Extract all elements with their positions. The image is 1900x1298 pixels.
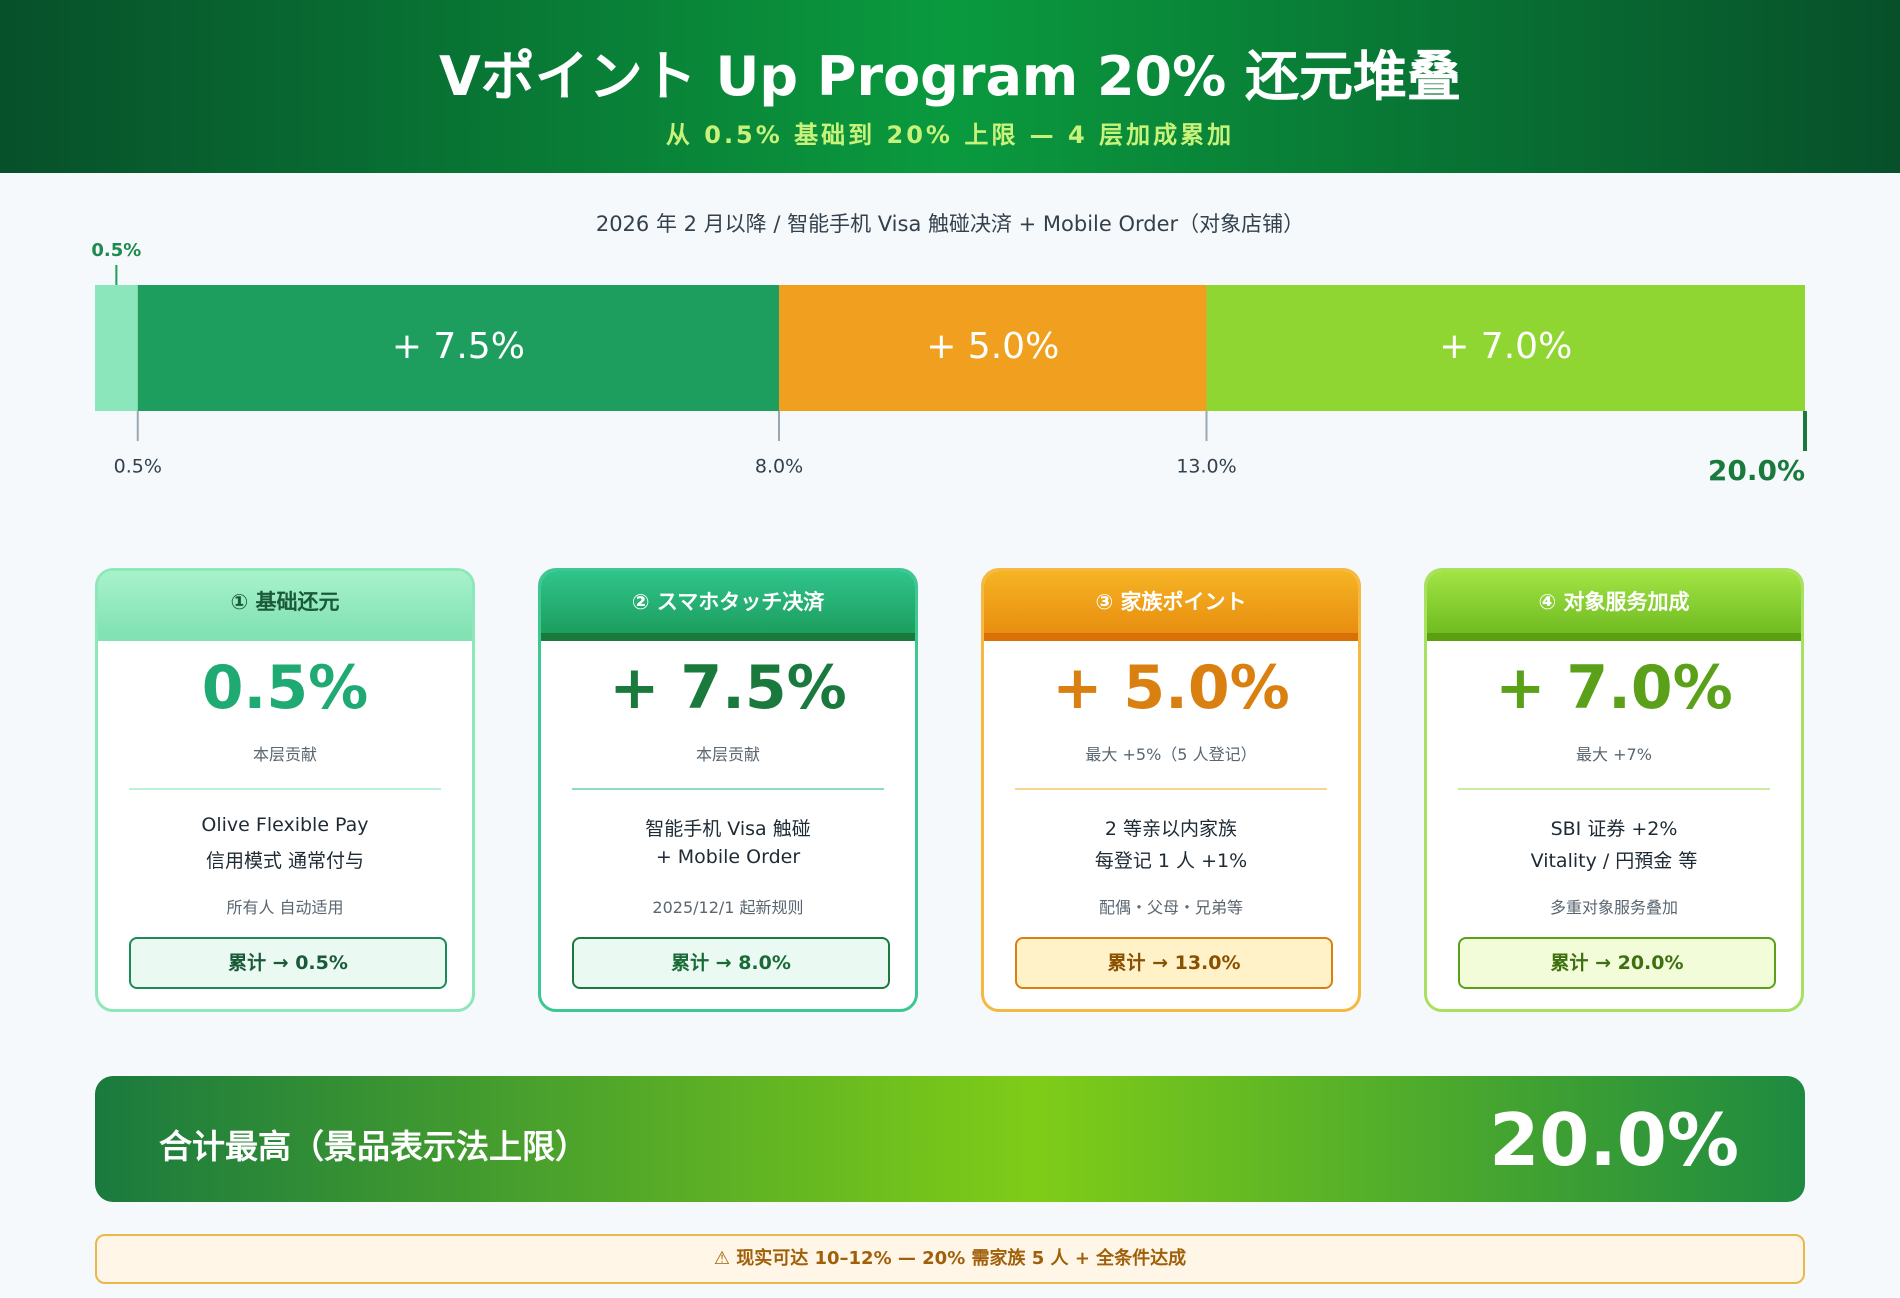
- card: ② スマホタッチ决済 + 7.5% 本层贡献智能手机 Visa 触碰 + Mobile…: [538, 568, 918, 1012]
- card: ① 基础还元 0.5% 本层贡献 Olive Flexible Pay 信用模式 通常付…: [95, 568, 475, 1012]
- total-label: 合计最高（景品表示法上限）: [159, 1127, 588, 1166]
- card-caption: 本层贡献: [252, 745, 317, 764]
- bar-segment: [95, 285, 138, 411]
- card-value: + 5.0%: [1052, 653, 1290, 723]
- segment-label: + 5.0%: [926, 326, 1059, 367]
- chart: 2026 年 2 月以降 / 智能手机 Visa 触碰决済 + Mobile O…: [91, 212, 1807, 487]
- divider: [129, 788, 441, 790]
- header: Vポイント Up Program 20% 还元堆叠 从 0.5% 基础到 20%…: [0, 0, 1900, 173]
- card-header: ③ 家族ポイント: [984, 571, 1358, 641]
- card-header: ② スマホタッチ决済: [541, 571, 915, 641]
- divider: [1015, 788, 1327, 790]
- x-tick-label: 8.0%: [755, 456, 803, 478]
- card-note: 多重对象服务叠加: [1549, 898, 1678, 917]
- x-tick-label: 0.5%: [114, 456, 162, 478]
- card-desc: 信用模式 通常付与: [205, 850, 365, 872]
- title: Vポイント Up Program 20% 还元堆叠: [438, 45, 1462, 108]
- card-caption: 本层贡献: [695, 745, 760, 764]
- card-desc: 每登记 1 人 +1%: [1094, 850, 1248, 872]
- segment-label: + 7.0%: [1439, 326, 1572, 367]
- subtitle: 从 0.5% 基础到 20% 上限 — 4 层加成累加: [665, 121, 1235, 149]
- chart-subtitle: 2026 年 2 月以降 / 智能手机 Visa 触碰决済 + Mobile O…: [596, 212, 1304, 236]
- card-desc: + Mobile Order: [655, 846, 801, 868]
- card-header: ① 基础还元: [98, 571, 472, 641]
- card-note: 所有人 自动适用: [226, 898, 344, 917]
- card-desc: 2 等亲以内家族: [1104, 818, 1238, 840]
- bar-segment: [137, 285, 779, 411]
- card-total: 累计 → 20.0%: [1458, 937, 1776, 989]
- card-desc: Vitality / 円預金 等: [1530, 850, 1698, 872]
- warning: ⚠ 现实可达 10–12% — 20% 需家族 5 人 + 全条件达成: [95, 1234, 1805, 1284]
- card-header: ④ 对象服务加成: [1427, 571, 1801, 641]
- card-total: 累计 → 0.5%: [129, 937, 447, 989]
- segment-label: + 7.5%: [392, 326, 525, 367]
- card-desc: SBI 证券 +2%: [1550, 818, 1678, 840]
- card: ③ 家族ポイント + 5.0% 最大 +5%（5 人登记） 2 等亲以内家族 每登记 1…: [981, 568, 1361, 1012]
- total-value: 20.0%: [1489, 1098, 1739, 1182]
- card-value: 0.5%: [201, 653, 369, 723]
- card-note: 2025/12/1 起新规则: [652, 898, 804, 917]
- card-value: + 7.5%: [609, 653, 847, 723]
- divider: [1458, 788, 1770, 790]
- segment-label: 0.5%: [91, 240, 141, 261]
- divider: [572, 788, 884, 790]
- card-desc: Olive Flexible Pay: [201, 814, 369, 836]
- card-note: 配偶・父母・兄弟等: [1098, 898, 1243, 917]
- card-desc: 智能手机 Visa 触碰: [645, 818, 811, 840]
- total-banner: 合计最高（景品表示法上限） 20.0%: [95, 1076, 1805, 1202]
- card-caption: 最大 +7%: [1576, 745, 1652, 764]
- card: ④ 对象服务加成 + 7.0% 最大 +7% SBI 证券 +2% Vitality /…: [1424, 568, 1804, 1012]
- card-value: + 7.0%: [1495, 653, 1733, 723]
- bar-segment: [1206, 285, 1805, 411]
- card-total: 累计 → 13.0%: [1015, 937, 1333, 989]
- card-total: 累计 → 8.0%: [572, 937, 890, 989]
- x-tick-label: 13.0%: [1176, 456, 1236, 478]
- x-tick-label: 20.0%: [1708, 454, 1805, 487]
- bar-segment: [779, 285, 1207, 411]
- card-caption: 最大 +5%（5 人登记）: [1085, 745, 1257, 764]
